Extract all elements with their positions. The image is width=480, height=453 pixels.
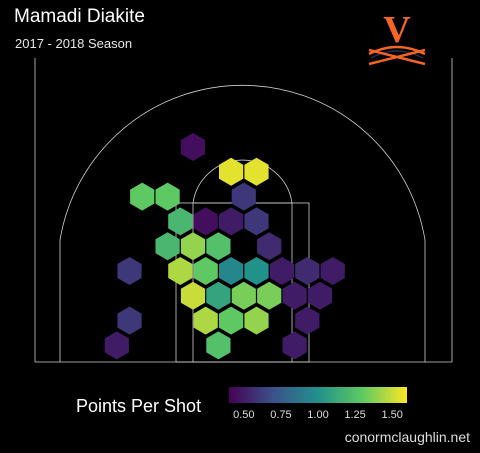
hexbin-30: [219, 306, 244, 335]
hexbin-20: [295, 257, 320, 285]
free-throw-circle: [192, 159, 293, 204]
chart-subtitle: 2017 - 2018 Season: [15, 36, 133, 51]
colorbar-tick-label: 0.50: [233, 409, 255, 421]
hexbin-25: [257, 281, 282, 310]
hexbin-12: [206, 232, 231, 261]
hexbin-26: [282, 281, 307, 310]
hexbin-35: [282, 331, 307, 360]
hexbin-33: [104, 331, 129, 360]
hexbin-layer: [104, 133, 345, 360]
colorbar-tick-label: 1.25: [344, 409, 366, 421]
hexbin-9: [244, 207, 269, 236]
hexbin-29: [193, 306, 218, 335]
hexbin-31: [244, 306, 269, 335]
hexbin-3: [130, 182, 155, 211]
colorbar-tick-label: 1.50: [381, 409, 403, 421]
logo-letter: V: [383, 9, 411, 51]
hexbin-22: [180, 281, 206, 310]
hexbin-32: [295, 306, 320, 335]
hexbin-28: [117, 306, 142, 335]
colorbar-tick-label: 1.00: [307, 409, 329, 421]
credit-text: conormclaughlin.net: [344, 429, 470, 445]
hexbin-11: [180, 232, 206, 261]
hexbin-27: [307, 281, 333, 310]
hexbin-17: [219, 257, 244, 285]
hexbin-15: [168, 257, 193, 285]
hexbin-7: [193, 207, 218, 236]
hexbin-23: [206, 281, 231, 310]
hexbin-18: [244, 257, 269, 285]
hexbin-19: [269, 257, 294, 285]
hexbin-10: [155, 232, 180, 261]
hexbin-0: [180, 133, 206, 161]
hexbin-16: [193, 257, 218, 285]
colorbar-tick-label: 0.75: [270, 409, 292, 421]
hexbin-4: [155, 182, 180, 211]
legend-label: Points Per Shot: [76, 396, 202, 416]
virginia-v-sabres-logo: V: [368, 9, 426, 66]
hexbin-5: [231, 182, 256, 211]
hexbin-24: [231, 281, 256, 310]
hexbin-1: [219, 157, 244, 186]
hexbin-2: [244, 157, 269, 186]
hexbin-14: [117, 257, 142, 285]
chart-title: Mamadi Diakite: [14, 6, 145, 27]
hexbin-21: [320, 257, 345, 285]
hexbin-34: [206, 331, 231, 360]
colorbar: [229, 387, 407, 403]
three-point-arc: [59, 84, 426, 362]
hexbin-13: [257, 232, 282, 261]
hexbin-6: [168, 207, 193, 236]
hexbin-8: [219, 207, 244, 236]
